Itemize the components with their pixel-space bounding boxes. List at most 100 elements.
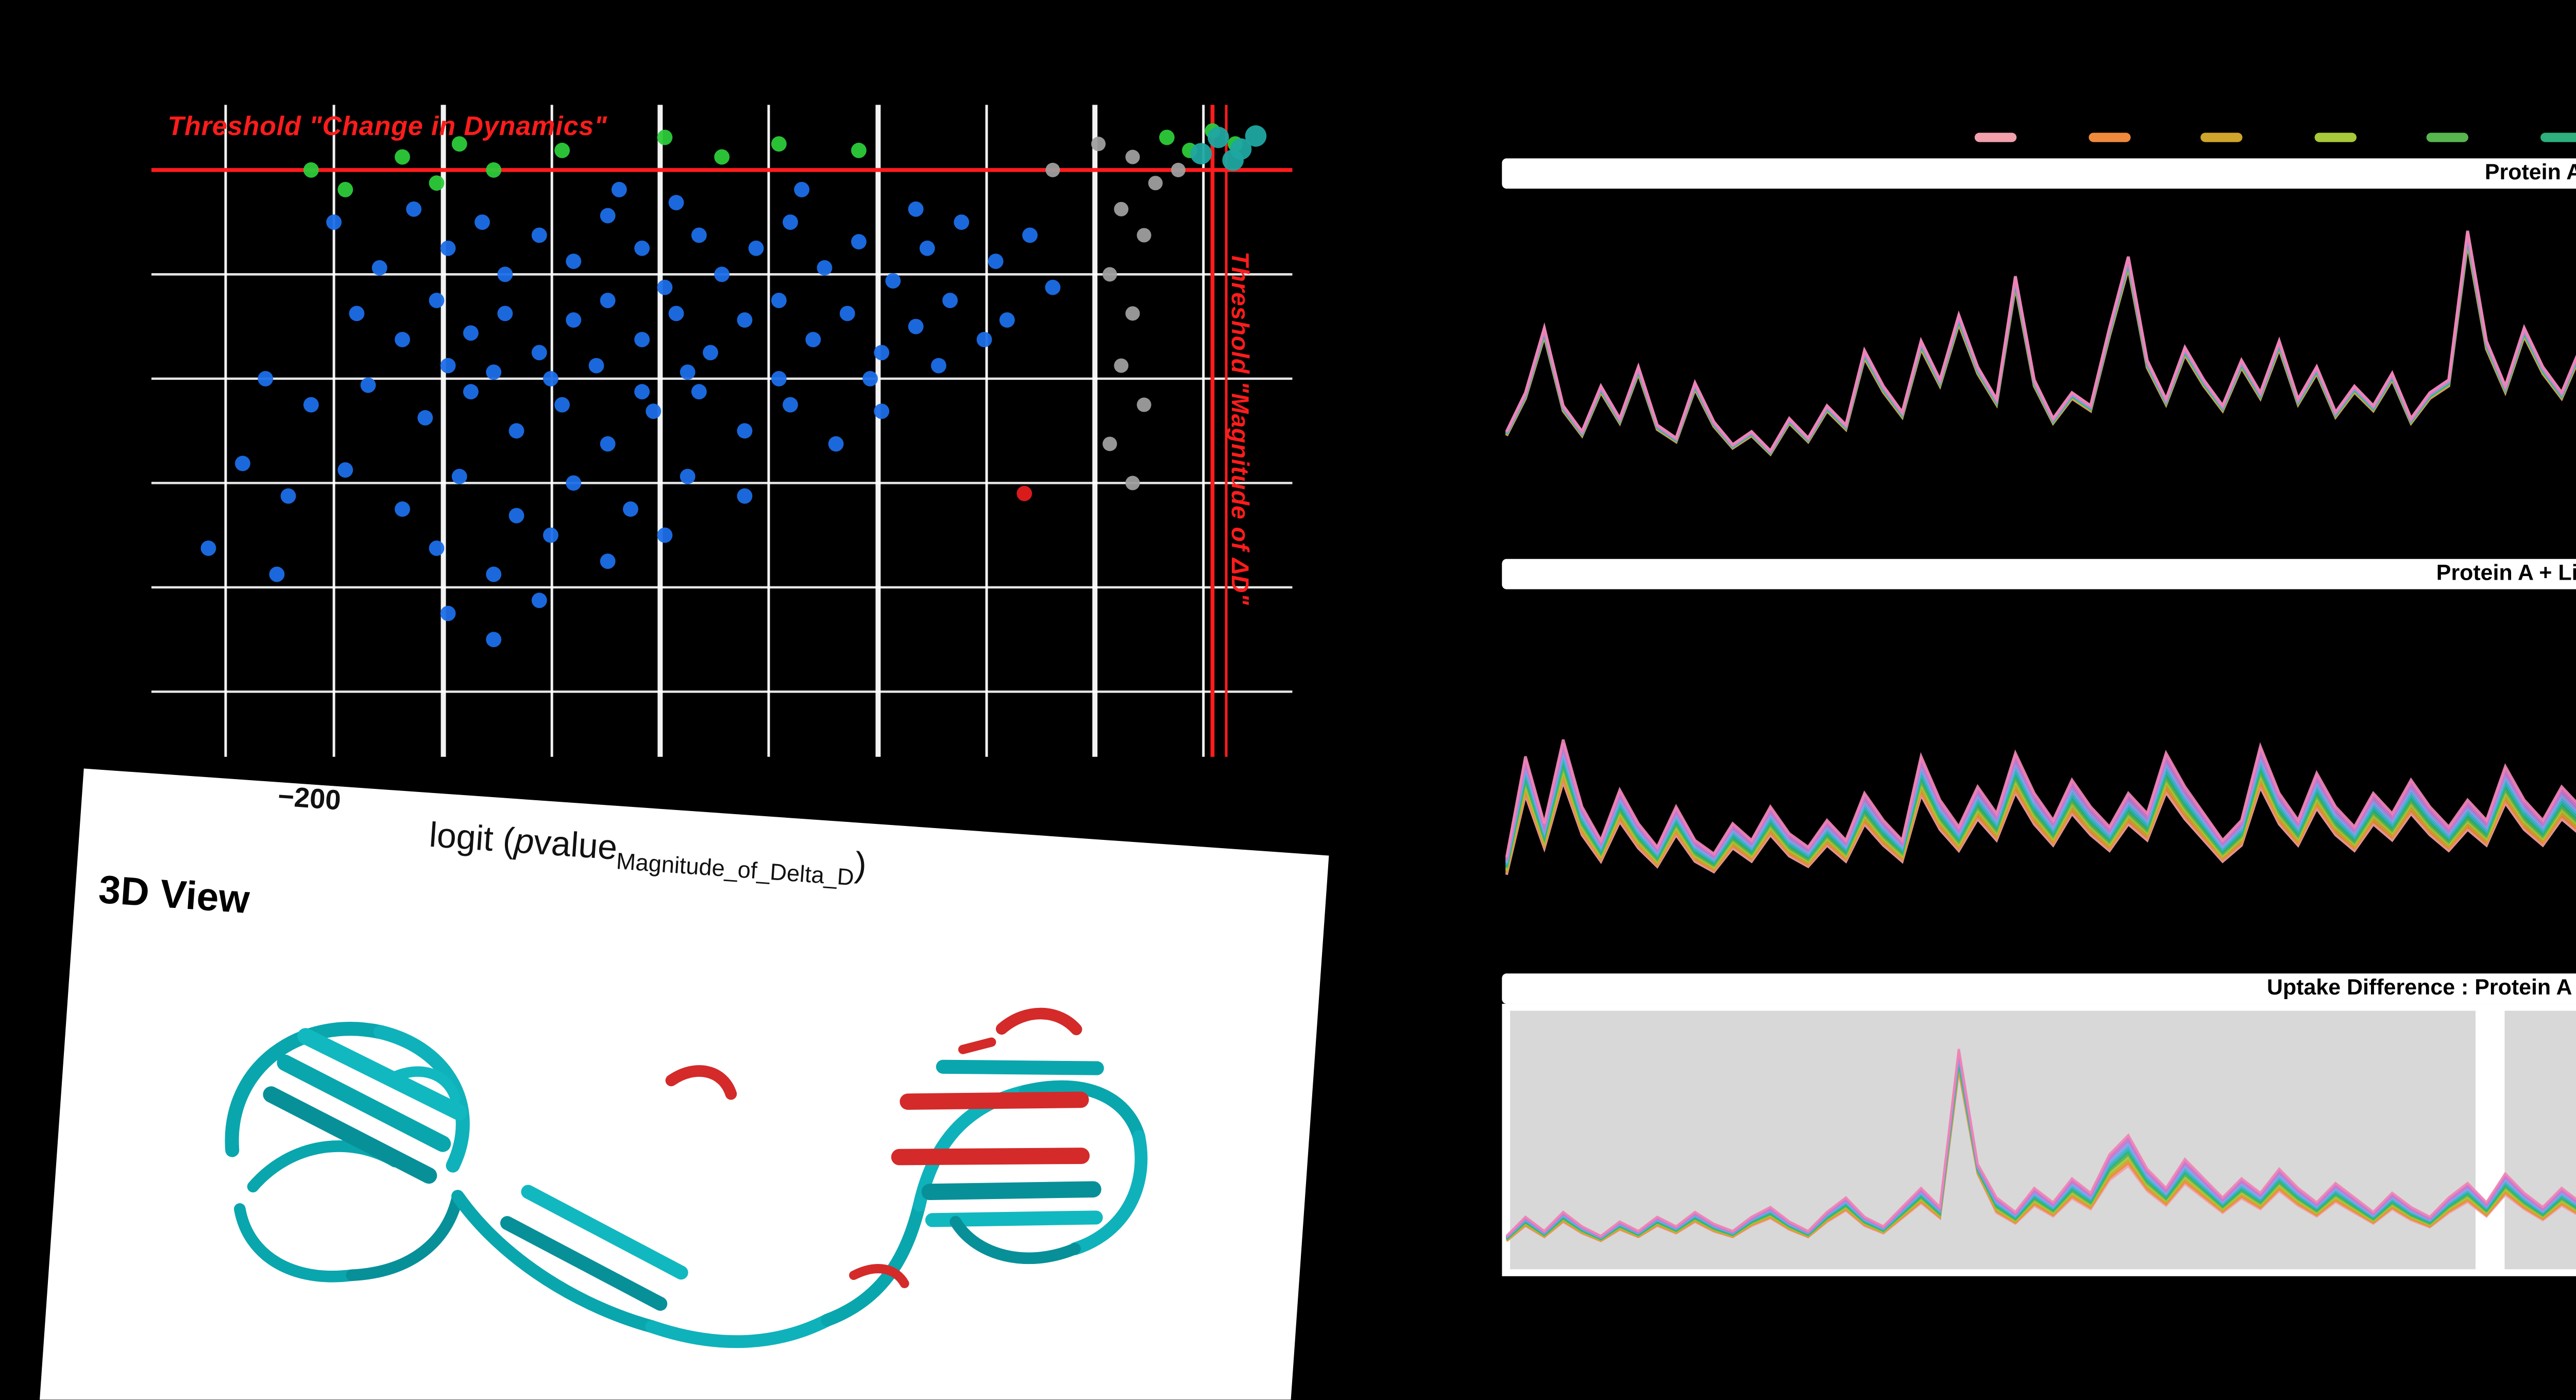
scatter-point-not-significant[interactable] [954, 214, 970, 230]
scatter-point-not-significant[interactable] [874, 403, 890, 419]
scatter-point-not-significant[interactable] [691, 227, 707, 243]
scatter-point-not-significant[interactable] [258, 370, 274, 386]
scatter-point-change-in-dynamics[interactable] [451, 136, 467, 152]
scatter-point-not-significant[interactable] [440, 358, 456, 374]
uptake-chart-protein-a-svg[interactable] [1502, 189, 2576, 545]
scatter-point-change-in-dynamics[interactable] [851, 143, 867, 158]
scatter-point-not-significant[interactable] [440, 605, 456, 621]
scatter-point-not-significant[interactable] [337, 462, 353, 478]
scatter-point-not-significant[interactable] [486, 364, 502, 380]
scatter-point-change-in-dynamics[interactable] [303, 162, 319, 178]
scatter-point-not-significant[interactable] [771, 370, 787, 386]
scatter-point-not-significant[interactable] [817, 260, 833, 276]
scatter-point-not-significant[interactable] [406, 201, 422, 217]
volcano-scatter-svg[interactable] [151, 105, 1293, 757]
scatter-point-not-significant[interactable] [623, 501, 638, 517]
scatter-point-not-significant[interactable] [326, 214, 342, 230]
scatter-point-not-significant[interactable] [497, 306, 513, 322]
scatter-point-magnitude-of-dd[interactable] [1125, 306, 1140, 321]
scatter-point-not-significant[interactable] [200, 541, 216, 556]
uptake-chart-protein-a-ligand[interactable] [1502, 589, 2576, 957]
scatter-point-not-significant[interactable] [737, 312, 753, 328]
scatter-point-not-significant[interactable] [931, 358, 946, 374]
scatter-point-not-significant[interactable] [771, 293, 787, 308]
scatter-point-not-significant[interactable] [463, 325, 479, 341]
scatter-point-not-significant[interactable] [395, 332, 410, 347]
scatter-point-not-significant[interactable] [976, 332, 992, 347]
scatter-point-not-significant[interactable] [554, 397, 570, 413]
scatter-point-not-significant[interactable] [543, 370, 558, 386]
scatter-point-not-significant[interactable] [668, 306, 684, 322]
scatter-point-not-significant[interactable] [417, 410, 433, 426]
scatter-point-not-significant[interactable] [280, 488, 296, 504]
scatter-point-magnitude-of-dd[interactable] [1091, 137, 1106, 151]
scatter-point-not-significant[interactable] [634, 240, 650, 256]
scatter-point-magnitude-of-dd[interactable] [1171, 162, 1186, 177]
scatter-point-not-significant[interactable] [703, 345, 718, 361]
scatter-point-not-significant[interactable] [714, 266, 730, 282]
scatter-point-change-in-dynamics[interactable] [714, 149, 730, 165]
scatter-point-not-significant[interactable] [851, 234, 867, 250]
scatter-point-not-significant[interactable] [885, 273, 901, 289]
scatter-point-not-significant[interactable] [668, 195, 684, 211]
legend-dash-5[interactable] [2426, 133, 2468, 142]
scatter-point-change-in-dynamics[interactable] [337, 181, 353, 197]
scatter-point-change-in-dynamics[interactable] [429, 175, 445, 191]
legend-dash-2[interactable] [2087, 133, 2130, 142]
scatter-point-topright-cluster[interactable] [1190, 143, 1212, 165]
scatter-point-not-significant[interactable] [600, 436, 616, 452]
scatter-point-not-significant[interactable] [531, 593, 547, 609]
scatter-point-magnitude-of-dd[interactable] [1114, 358, 1129, 373]
scatter-point-not-significant[interactable] [474, 214, 490, 230]
scatter-point-magnitude-of-dd[interactable] [1114, 201, 1129, 216]
volcano-plot[interactable] [151, 105, 1293, 757]
scatter-point-not-significant[interactable] [486, 632, 502, 648]
scatter-point-change-in-dynamics[interactable] [486, 162, 502, 178]
scatter-point-not-significant[interactable] [874, 345, 890, 361]
view-3d-panel[interactable]: −200 logit (pvalueMagnitude_of_Delta_D) … [35, 768, 1329, 1400]
scatter-point-magnitude-of-dd[interactable] [1137, 397, 1151, 412]
uptake-chart-protein-a-ligand-svg[interactable] [1502, 589, 2576, 957]
scatter-point-not-significant[interactable] [828, 436, 844, 452]
scatter-point-not-significant[interactable] [680, 364, 696, 380]
scatter-point-not-significant[interactable] [600, 553, 616, 569]
scatter-point-not-significant[interactable] [600, 208, 616, 224]
scatter-point-not-significant[interactable] [908, 201, 924, 217]
scatter-point-not-significant[interactable] [269, 566, 285, 582]
scatter-point-magnitude-of-dd[interactable] [1137, 228, 1151, 243]
scatter-point-not-significant[interactable] [429, 293, 445, 308]
scatter-point-not-significant[interactable] [303, 397, 319, 413]
scatter-point-both-significant[interactable] [1016, 485, 1032, 501]
scatter-point-not-significant[interactable] [1022, 227, 1038, 243]
scatter-point-not-significant[interactable] [235, 456, 250, 471]
scatter-point-not-significant[interactable] [783, 214, 798, 230]
scatter-point-topright-cluster[interactable] [1207, 126, 1229, 148]
scatter-point-magnitude-of-dd[interactable] [1045, 162, 1060, 177]
scatter-point-not-significant[interactable] [646, 403, 662, 419]
scatter-point-topright-cluster[interactable] [1245, 125, 1267, 147]
scatter-point-not-significant[interactable] [919, 240, 935, 256]
scatter-point-not-significant[interactable] [531, 227, 547, 243]
scatter-point-change-in-dynamics[interactable] [554, 143, 570, 158]
scatter-point-change-in-dynamics[interactable] [1159, 129, 1175, 145]
scatter-point-not-significant[interactable] [1045, 279, 1061, 295]
scatter-point-not-significant[interactable] [657, 527, 673, 543]
scatter-point-magnitude-of-dd[interactable] [1125, 476, 1140, 491]
scatter-point-not-significant[interactable] [509, 508, 524, 524]
scatter-point-not-significant[interactable] [497, 266, 513, 282]
scatter-point-not-significant[interactable] [908, 318, 924, 334]
protein-structure-viewer[interactable] [141, 924, 1212, 1400]
scatter-point-not-significant[interactable] [748, 240, 764, 256]
scatter-point-not-significant[interactable] [657, 279, 673, 295]
legend-dash-1[interactable] [1974, 133, 2017, 142]
scatter-point-change-in-dynamics[interactable] [771, 136, 787, 152]
scatter-point-not-significant[interactable] [737, 423, 753, 439]
scatter-point-not-significant[interactable] [395, 501, 410, 517]
scatter-point-not-significant[interactable] [463, 384, 479, 400]
scatter-point-change-in-dynamics[interactable] [395, 149, 410, 165]
uptake-difference-chart-svg[interactable] [1502, 1004, 2576, 1276]
scatter-point-not-significant[interactable] [566, 475, 582, 491]
scatter-point-not-significant[interactable] [509, 423, 524, 439]
scatter-point-magnitude-of-dd[interactable] [1148, 176, 1163, 191]
legend-dash-4[interactable] [2313, 133, 2355, 142]
